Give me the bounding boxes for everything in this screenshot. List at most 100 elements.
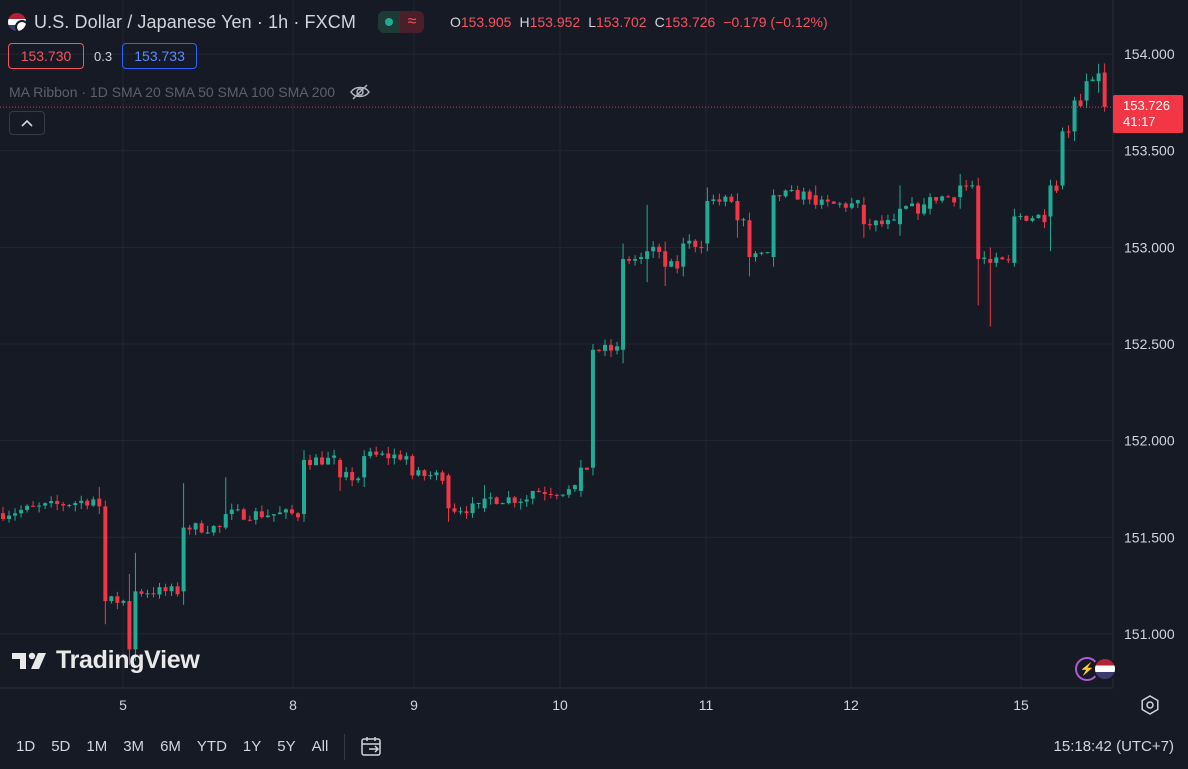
tradingview-logo[interactable]: TradingView (12, 646, 200, 675)
timeframe-6m[interactable]: 6M (160, 738, 181, 755)
candle (994, 252, 999, 267)
candle (187, 524, 192, 535)
candle-body (31, 505, 36, 507)
quote-row: 153.730 0.3 153.733 (8, 43, 198, 69)
candle-body (633, 259, 638, 261)
timeframe-ytd[interactable]: YTD (196, 738, 227, 755)
candle (566, 485, 571, 498)
candle (1084, 73, 1089, 109)
candle (615, 341, 620, 355)
candle (67, 504, 72, 508)
candle (1048, 179, 1053, 252)
candle-body (789, 190, 794, 192)
candle (91, 496, 96, 507)
timeframe-5d[interactable]: 5D (51, 738, 71, 755)
candle (1, 506, 5, 521)
timeframe-all[interactable]: All (311, 738, 329, 755)
candle (181, 483, 186, 605)
buy-button[interactable]: 153.733 (122, 43, 198, 69)
candle-body (326, 457, 331, 465)
candle (7, 510, 12, 523)
ohlc-values: O153.905 H153.952 L153.702 C153.726 −0.1… (450, 14, 828, 30)
candle-body (843, 203, 848, 208)
bottom-toolbar: 1D 5D 1M 3M 6M YTD 1Y 5Y All 15:18:42 (U… (0, 724, 1188, 769)
candle (247, 515, 252, 522)
clock[interactable]: 15:18:42 (UTC+7) (1053, 738, 1174, 755)
candle (289, 504, 294, 516)
us-flag-badge-icon[interactable] (1093, 657, 1117, 681)
sell-button[interactable]: 153.730 (8, 43, 84, 69)
candle-body (771, 195, 776, 258)
candle-body (181, 527, 186, 592)
candle (404, 452, 409, 465)
candle-body (356, 478, 361, 481)
candle (368, 447, 373, 459)
candle-body (410, 456, 415, 476)
candle (891, 213, 896, 222)
candle (1054, 180, 1059, 193)
candle (723, 194, 728, 207)
candle-body (55, 500, 60, 505)
candle-body (952, 197, 957, 203)
candle (584, 467, 589, 470)
candle (958, 173, 963, 209)
axis-settings-icon[interactable] (1140, 695, 1160, 715)
candle-body (1078, 100, 1083, 107)
candle-body (759, 252, 764, 254)
candle (434, 469, 439, 481)
candle-body (566, 489, 571, 495)
symbol-title[interactable]: U.S. Dollar / Japanese Yen · 1h · FXCM (34, 11, 356, 32)
logo-text: TradingView (56, 646, 200, 674)
candle (235, 504, 240, 512)
candle-body (897, 208, 902, 225)
candle-body (861, 204, 866, 225)
candle-body (241, 509, 246, 520)
candle (283, 508, 288, 520)
candle-body (958, 185, 963, 198)
candle (729, 193, 734, 204)
us-flag-icon (8, 13, 26, 31)
candle-body (494, 497, 499, 504)
candle-body (193, 523, 198, 530)
candle (669, 258, 674, 268)
candle-body (187, 527, 192, 530)
candle (1012, 208, 1017, 267)
candle (356, 476, 361, 484)
candle-body (205, 532, 210, 534)
go-to-date-icon[interactable] (359, 734, 385, 760)
timeframe-5y[interactable]: 5Y (277, 738, 296, 755)
candle-body (277, 512, 282, 515)
candle-body (627, 258, 632, 261)
candle-body (7, 515, 12, 519)
candle (229, 503, 234, 521)
candle (308, 454, 313, 470)
candle (259, 505, 264, 519)
candle-body (548, 494, 553, 496)
eye-off-icon[interactable] (349, 83, 371, 101)
y-tick-label: 154.000 (1124, 46, 1175, 62)
indicator-legend[interactable]: MA Ribbon · 1D SMA 20 SMA 50 SMA 100 SMA… (9, 83, 371, 101)
candle (79, 495, 84, 510)
chart-badges[interactable]: ⚡ (1075, 657, 1117, 681)
collapse-legend-button[interactable] (9, 111, 45, 135)
candle-body (458, 511, 463, 513)
market-status[interactable]: ≈ (377, 11, 424, 33)
candle-body (482, 498, 487, 509)
candle (97, 487, 102, 515)
candle (265, 509, 270, 518)
price-chart[interactable]: 154.000 153.500 153.000 152.500 152.000 151.5… (0, 0, 1188, 724)
timeframe-1m[interactable]: 1M (86, 738, 108, 755)
candle-body (332, 455, 337, 458)
candle-body (687, 240, 692, 244)
candle (458, 506, 463, 515)
candle (115, 591, 120, 610)
timeframe-1y[interactable]: 1Y (242, 738, 262, 755)
candle-body (693, 240, 698, 247)
candle-body (374, 451, 379, 455)
timeframe-3m[interactable]: 3M (123, 738, 145, 755)
candle (819, 195, 824, 209)
candle-body (783, 190, 788, 197)
candle (867, 218, 872, 230)
candle-body (554, 494, 559, 496)
timeframe-1d[interactable]: 1D (16, 738, 36, 755)
